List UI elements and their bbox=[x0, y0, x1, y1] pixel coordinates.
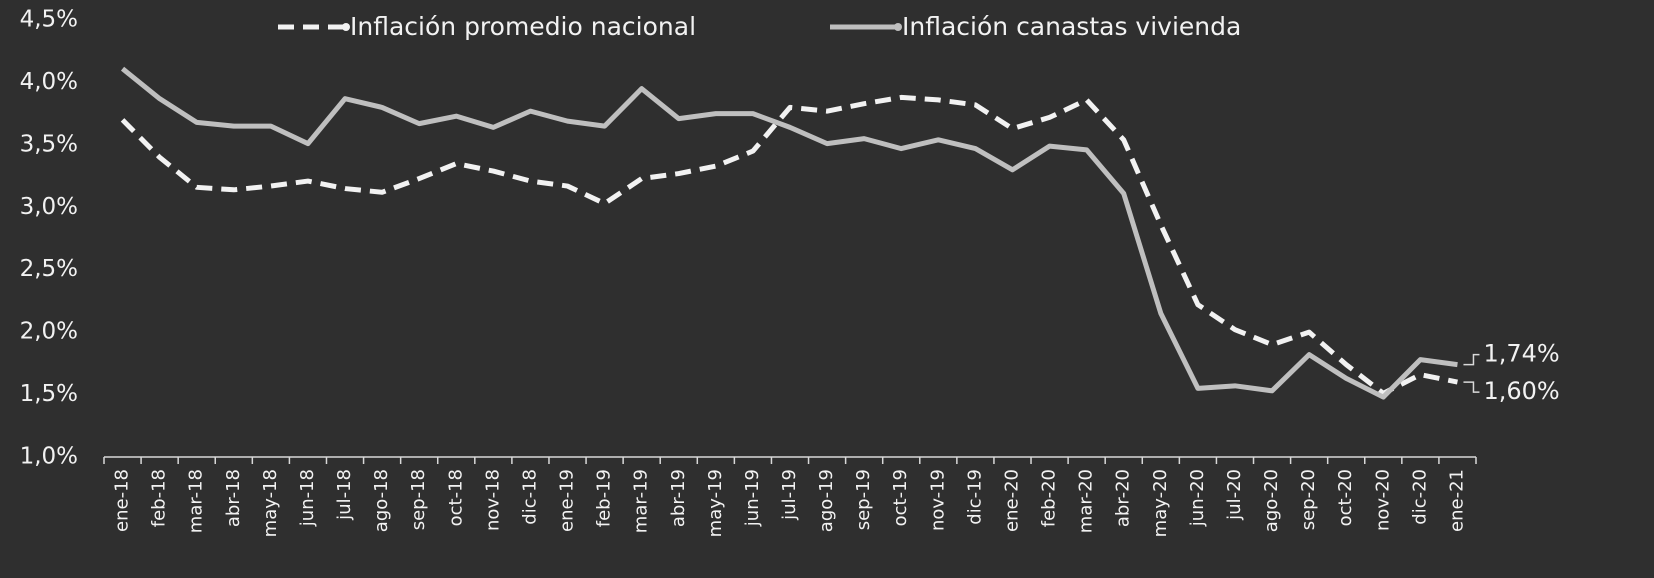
x-tick-label: ene-21 bbox=[1446, 469, 1467, 532]
legend-label: Inflación promedio nacional bbox=[350, 12, 696, 41]
y-tick-label: 3,0% bbox=[20, 194, 78, 220]
x-tick-label: jul-18 bbox=[334, 469, 355, 521]
x-tick-label: may-20 bbox=[1150, 469, 1171, 537]
x-tick-label: sep-18 bbox=[408, 469, 429, 530]
x-tick-label: dic-19 bbox=[964, 469, 985, 525]
y-tick-label: 2,5% bbox=[20, 256, 78, 282]
x-tick-label: oct-19 bbox=[890, 469, 911, 526]
y-tick-label: 3,5% bbox=[20, 131, 78, 157]
x-tick-label: ene-20 bbox=[1001, 469, 1022, 532]
x-tick-label: ene-18 bbox=[112, 469, 133, 532]
x-tick-label: abr-19 bbox=[668, 469, 689, 527]
x-tick-label: abr-18 bbox=[223, 469, 244, 527]
x-tick-label: dic-18 bbox=[519, 469, 540, 525]
x-tick-label: feb-18 bbox=[149, 469, 170, 527]
legend-dot bbox=[894, 23, 902, 31]
chart: 1,0% 1,5% 2,0% 2,5% 3,0% 3,5% 4,0% 4,5% ene-18 fe… bbox=[0, 0, 1654, 578]
x-tick-label: sep-19 bbox=[853, 469, 874, 530]
y-tick-label: 2,0% bbox=[20, 319, 78, 345]
value-label: 1,60% bbox=[1483, 377, 1559, 405]
legend-label: Inflación canastas vivienda bbox=[902, 12, 1241, 41]
x-tick-label: jun-19 bbox=[742, 469, 763, 527]
x-tick-label: jun-18 bbox=[297, 469, 318, 527]
x-tick-label: ene-19 bbox=[557, 469, 578, 532]
x-tick-label: nov-18 bbox=[482, 469, 503, 531]
x-tick-label: ago-20 bbox=[1261, 469, 1282, 532]
x-tick-label: sep-20 bbox=[1298, 469, 1319, 530]
value-label: 1,74% bbox=[1483, 340, 1559, 368]
x-tick-label: may-18 bbox=[260, 469, 281, 537]
x-tick-label: nov-20 bbox=[1372, 469, 1393, 531]
x-tick-label: mar-20 bbox=[1076, 469, 1097, 533]
x-tick-label: feb-19 bbox=[594, 469, 615, 527]
x-tick-label: mar-18 bbox=[186, 469, 207, 533]
x-tick-label: mar-19 bbox=[631, 469, 652, 533]
x-tick-label: feb-20 bbox=[1039, 469, 1060, 527]
x-tick-label: ago-19 bbox=[816, 469, 837, 532]
y-tick-label: 4,5% bbox=[20, 7, 78, 33]
x-tick-label: dic-20 bbox=[1409, 469, 1430, 525]
x-tick-label: nov-19 bbox=[927, 469, 948, 531]
x-tick-label: oct-18 bbox=[445, 469, 466, 526]
x-tick-label: abr-20 bbox=[1113, 469, 1134, 527]
y-tick-label: 4,0% bbox=[20, 69, 78, 95]
x-tick-label: jul-19 bbox=[779, 469, 800, 521]
legend-dot bbox=[342, 23, 350, 31]
x-tick-label: jun-20 bbox=[1187, 469, 1208, 527]
x-tick-label: oct-20 bbox=[1335, 469, 1356, 526]
y-tick-label: 1,0% bbox=[20, 444, 78, 470]
x-tick-label: may-19 bbox=[705, 469, 726, 537]
x-tick-label: ago-18 bbox=[371, 469, 392, 532]
x-tick-label: jul-20 bbox=[1224, 469, 1245, 521]
y-tick-label: 1,5% bbox=[20, 381, 78, 407]
